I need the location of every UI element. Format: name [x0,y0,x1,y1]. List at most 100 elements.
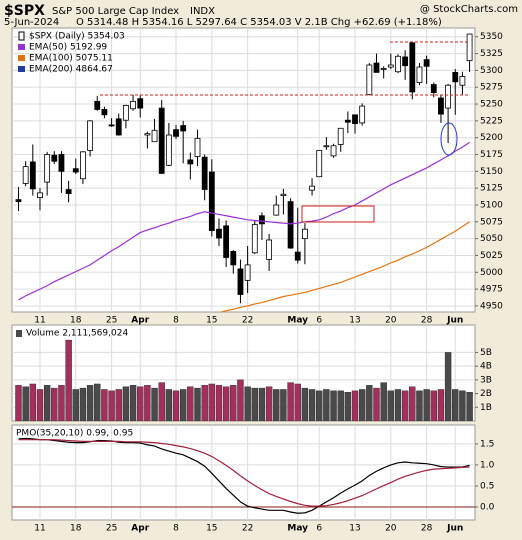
volume-bar [452,389,459,421]
volume-bar [237,379,244,421]
y-tick-label: 4B [480,362,492,372]
candle-body [387,64,394,68]
candle-body [194,137,201,157]
y-tick-label: 4950 [480,301,503,311]
volume-bar [15,385,22,421]
source: @ StockCharts.com [420,4,518,15]
volume-bar [265,386,273,421]
candle-body [29,161,36,190]
panel-layer: 0.0 0.5 1.0 1.5 11 18 25 Apr 8 15 22 May 6 13 20 28 Jun P… [12,425,495,534]
volume-bar [380,382,387,421]
volume-bar [444,352,452,421]
volume-bar [373,387,380,421]
legend-label: EMA(50) 5192.99 [29,43,107,53]
volume-bar [79,387,87,421]
candle-body [72,168,79,173]
legend-label: Volume 2,111,569,024 [26,329,128,339]
y-tick-label: 3B [480,375,492,385]
volume-bar [430,390,437,421]
plot-area [12,425,475,520]
annotation-ellipse [440,122,458,156]
x-tick-label: 22 [242,524,253,534]
candle-body [137,98,144,109]
candle-body [438,97,444,115]
volume-bar [287,382,294,421]
candle-body [430,84,437,94]
y-tick-label: 5175 [480,150,503,160]
volume-bar [36,389,44,421]
x-tick-label: Jun [446,316,463,326]
candle-body [44,154,51,183]
volume-bar [358,389,366,421]
x-tick-label: 18 [70,316,82,326]
volume-bar [187,386,194,421]
candle-body [301,228,308,240]
x-tick-label: 6 [316,524,322,534]
x-tick-label: 25 [106,316,117,326]
candle-body [187,159,194,165]
y-tick-label: 0.0 [480,502,495,512]
y-tick-label: 5350 [480,32,503,42]
candle-body [445,84,452,109]
candle-body [87,120,93,151]
volume-bar [215,385,223,421]
candle-body [65,189,72,194]
legend-label: $SPX (Daily) 5354.03 [29,32,125,42]
x-tick-label: 8 [173,316,179,326]
pmo-line [18,439,470,507]
candle-body [130,100,136,110]
y-tick-label: 5125 [480,184,503,194]
candle-body [380,67,387,70]
candle-body [294,251,301,261]
legend-label: EMA(200) 4864.67 [29,65,113,75]
volume-bar [344,392,352,421]
candle-body [344,119,351,123]
date: 5-Jun-2024 [4,17,59,28]
candle-body [237,268,244,295]
x-tick-label: 22 [242,316,253,326]
exchange: INDX [190,6,215,17]
pmo-panel [11,424,476,521]
volume-bar [273,389,280,421]
candle-body [158,107,165,174]
y-tick-label: 5325 [480,49,503,59]
plot-area [12,325,475,421]
legend-label: EMA(100) 5075.11 [29,54,113,64]
volume-bar [58,385,65,421]
ema-line [18,141,470,301]
symbol: $SPX [4,3,45,19]
x-tick-label: 20 [385,316,397,326]
candle-body [115,118,122,136]
y-tick-label: 5200 [480,133,503,143]
y-tick-label: 5150 [480,167,503,177]
volume-bar [137,386,144,421]
volume-bar [194,387,201,421]
x-tick-label: Apr [131,316,149,326]
volume-bar [394,389,402,421]
volume-bar [208,383,216,421]
volume-bar [423,389,430,421]
x-tick-label: 18 [70,524,82,534]
volume-bar [151,387,158,421]
volume-bar [86,385,94,421]
volume-bar [144,385,151,421]
volume-bar [43,385,51,421]
quote: O 5314.48 H 5354.16 L 5297.64 C 5354.03 … [76,17,442,28]
volume-bar [294,383,301,421]
candle-body [423,59,430,67]
volume-bar [108,390,115,421]
legend-label: 0.95 [113,429,133,439]
volume-bar [29,383,37,421]
ema-line [219,221,470,312]
legend-swatch [16,330,22,337]
x-tick-label: 28 [421,524,433,534]
candle-body [373,62,380,73]
candle-body [208,171,215,231]
candle-body [22,166,29,184]
candle-body [15,199,22,203]
volume-bar [22,386,29,421]
candle-body [280,193,287,196]
legend-label: PMO(35,20,10) 0.99, [16,429,109,439]
x-tick-label: 13 [349,316,360,326]
candle-body [123,104,129,121]
